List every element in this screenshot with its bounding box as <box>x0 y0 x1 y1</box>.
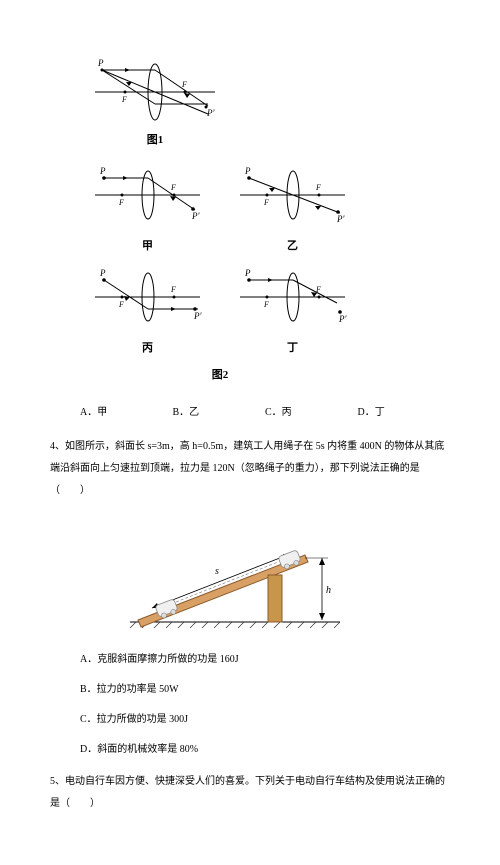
svg-text:F: F <box>181 80 187 89</box>
figure-2-block: F F P P' 甲 F F P P' 乙 <box>90 163 450 386</box>
figure-2-row-2: F F P P' 丙 F F P P' 丁 <box>90 265 450 359</box>
svg-text:P': P' <box>338 314 347 324</box>
svg-text:F: F <box>118 198 124 207</box>
figure-2-row-1: F F P P' 甲 F F P P' 乙 <box>90 163 450 257</box>
svg-text:F: F <box>118 300 124 309</box>
choice-b: B．乙 <box>173 404 266 422</box>
svg-text:F: F <box>315 183 321 192</box>
lens-ding: F F P P' 丁 <box>235 265 350 359</box>
choice-d: D．丁 <box>358 404 451 422</box>
q4-figure: s h <box>130 520 450 637</box>
q5-stem: 5、电动自行车因方便、快捷深受人们的喜爱。下列关于电动自行车结构及使用说法正确的… <box>50 771 450 815</box>
svg-text:P': P' <box>191 211 200 221</box>
figure-1-block: F F P P' 图1 <box>90 52 450 151</box>
svg-text:F: F <box>263 198 269 207</box>
figure-2-caption: 图2 <box>90 366 350 386</box>
lens-jia: F F P P' 甲 <box>90 163 205 257</box>
lens-figure-1: F F P P' <box>90 52 220 127</box>
svg-text:P: P <box>99 268 106 278</box>
svg-text:P: P <box>97 58 104 68</box>
svg-text:P: P <box>244 166 251 176</box>
q4-stem: 4、如图所示，斜面长 s=3m，高 h=0.5m，建筑工人用绳子在 5s 内将重… <box>50 436 450 502</box>
lens-bing: F F P P' 丙 <box>90 265 205 359</box>
label-bing: 丙 <box>90 339 205 359</box>
choice-a: A．甲 <box>80 404 173 422</box>
q4-option-b: B．拉力的功率是 50W <box>80 681 450 699</box>
svg-text:P: P <box>244 268 251 278</box>
incline-diagram: s h <box>130 520 340 630</box>
svg-text:F: F <box>121 95 127 104</box>
svg-text:P': P' <box>336 214 345 224</box>
q4-option-a: A．克服斜面摩擦力所做的功是 160J <box>80 651 450 669</box>
q4-option-c: C．拉力所做的功是 300J <box>80 711 450 729</box>
s-label: s <box>215 566 219 577</box>
label-yi: 乙 <box>235 237 350 257</box>
q3-choices: A．甲 B．乙 C．丙 D．丁 <box>80 404 450 422</box>
figure-1-caption: 图1 <box>90 131 220 151</box>
svg-text:P': P' <box>193 311 202 321</box>
q4-options: A．克服斜面摩擦力所做的功是 160J B．拉力的功率是 50W C．拉力所做的… <box>80 651 450 759</box>
q4-option-d: D．斜面的机械效率是 80% <box>80 741 450 759</box>
label-jia: 甲 <box>90 237 205 257</box>
lens-yi: F F P P' 乙 <box>235 163 350 257</box>
svg-text:P': P' <box>206 108 215 118</box>
label-ding: 丁 <box>235 339 350 359</box>
h-label: h <box>326 585 331 596</box>
svg-text:F: F <box>263 300 269 309</box>
choice-c: C．丙 <box>265 404 358 422</box>
svg-text:P: P <box>99 166 106 176</box>
svg-text:F: F <box>170 183 176 192</box>
svg-text:F: F <box>170 285 176 294</box>
